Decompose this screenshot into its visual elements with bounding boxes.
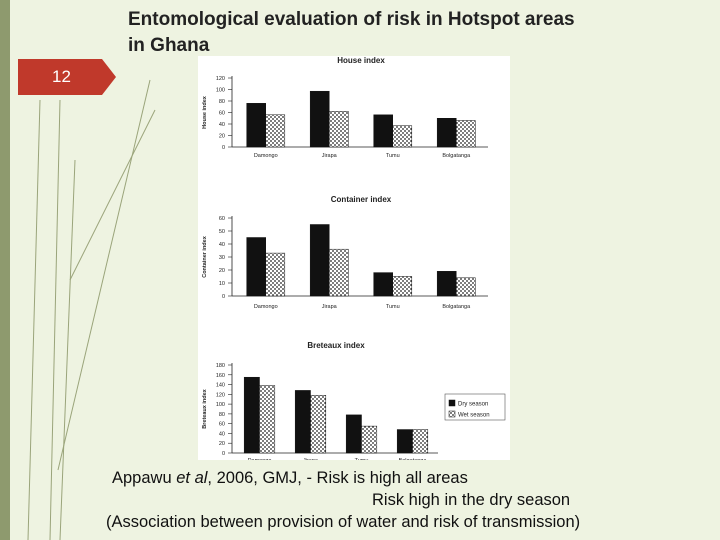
bar-dry (396, 429, 413, 454)
caption-line-1: Appawu et al, 2006, GMJ, - Risk is high … (106, 467, 710, 489)
slide-title: Entomological evaluation of risk in Hots… (128, 7, 708, 59)
y-tick-label: 140 (216, 383, 225, 389)
bar-dry (246, 237, 266, 297)
y-tick-label: 60 (219, 111, 225, 117)
y-tick-label: 20 (219, 134, 225, 140)
y-axis-label: House index (202, 95, 208, 129)
y-tick-label: 120 (216, 392, 225, 398)
x-tick-label: Damongo (254, 153, 278, 159)
bar-dry (373, 272, 393, 297)
caption-etal: et al (176, 469, 208, 487)
bar-wet (310, 395, 327, 454)
x-tick-label: Jirapa (322, 153, 338, 159)
x-tick-label: Tumu (355, 458, 369, 460)
y-tick-label: 120 (216, 76, 225, 82)
caption-line-2: Risk high in the dry season (372, 491, 571, 509)
y-tick-label: 100 (216, 402, 225, 408)
bar-dry (345, 414, 362, 454)
caption: Appawu et al, 2006, GMJ, - Risk is high … (106, 467, 710, 533)
bar-wet (329, 248, 349, 297)
slide-number: 12 (52, 67, 71, 86)
title-line-2: in Ghana (128, 35, 210, 56)
y-tick-label: 50 (219, 229, 225, 235)
caption-line-3: (Association between provision of water … (106, 513, 581, 531)
y-tick-label: 80 (219, 412, 225, 418)
x-tick-label: Tumu (386, 153, 400, 159)
deco-line (27, 99, 41, 540)
y-tick-label: 40 (219, 122, 225, 128)
bar-dry (436, 271, 457, 297)
deco-line (59, 159, 76, 540)
legend-swatch (448, 399, 456, 407)
deco-line (57, 79, 151, 471)
y-tick-label: 100 (216, 88, 225, 94)
bar-dry (373, 114, 393, 148)
deco-line (69, 109, 156, 281)
y-tick-label: 0 (222, 145, 225, 151)
x-tick-label: Bolgatanga (442, 153, 471, 159)
y-tick-label: 0 (222, 451, 225, 457)
y-axis-label: Container index (202, 235, 208, 278)
y-tick-label: 40 (219, 431, 225, 437)
legend-label: Wet season (458, 413, 490, 419)
bar-dry (309, 224, 330, 297)
slide-number-badge: 12 (18, 59, 116, 95)
x-tick-label: Tumu (386, 304, 400, 310)
decorative-lines (27, 79, 156, 540)
caption-citation: , 2006, GMJ, - Risk is high all areas (207, 469, 468, 487)
y-tick-label: 20 (219, 268, 225, 274)
x-tick-label: Bolgatanga (399, 458, 428, 460)
y-tick-label: 160 (216, 373, 225, 379)
chart-panel: House index House index 0 20 40 60 80 100 120 Dam… (198, 56, 510, 460)
y-tick-label: 40 (219, 242, 225, 248)
chart-title: Breteaux index (307, 341, 365, 350)
bar-wet (361, 425, 378, 454)
legend-swatch (448, 410, 456, 418)
bar-wet (329, 111, 349, 148)
caption-author: Appawu (112, 469, 172, 487)
x-tick-label: Jirapa (322, 304, 338, 310)
left-accent-bar (0, 0, 10, 540)
bar-wet (412, 429, 429, 454)
bar-wet (392, 276, 413, 297)
bar-wet (265, 252, 286, 297)
deco-line (49, 99, 61, 540)
chart-title: Container index (331, 195, 392, 204)
x-tick-label: Jirapa (303, 458, 319, 460)
y-tick-label: 60 (219, 422, 225, 428)
bar-wet (392, 125, 413, 148)
y-tick-label: 0 (222, 294, 225, 300)
x-tick-label: Damongo (254, 304, 278, 310)
y-tick-label: 30 (219, 255, 225, 261)
x-tick-label: Bolgatanga (442, 304, 471, 310)
y-axis-label: Breteaux index (202, 388, 208, 428)
x-tick-label: Damongo (248, 458, 272, 460)
bar-dry (243, 376, 260, 454)
y-tick-label: 60 (219, 216, 225, 222)
title-line-1: Entomological evaluation of risk in Hots… (128, 9, 575, 30)
y-tick-label: 10 (219, 281, 225, 287)
bar-wet (265, 114, 286, 148)
bar-wet (456, 277, 476, 297)
legend-label: Dry season (458, 402, 488, 408)
bar-wet (259, 385, 276, 454)
chart-title: House index (337, 56, 385, 65)
bar-dry (294, 390, 311, 454)
bar-dry (436, 118, 457, 148)
bar-dry (246, 103, 266, 148)
y-tick-label: 20 (219, 441, 225, 447)
bar-wet (456, 120, 476, 148)
y-tick-label: 80 (219, 99, 225, 105)
y-tick-label: 180 (216, 363, 225, 369)
bar-dry (309, 90, 330, 148)
